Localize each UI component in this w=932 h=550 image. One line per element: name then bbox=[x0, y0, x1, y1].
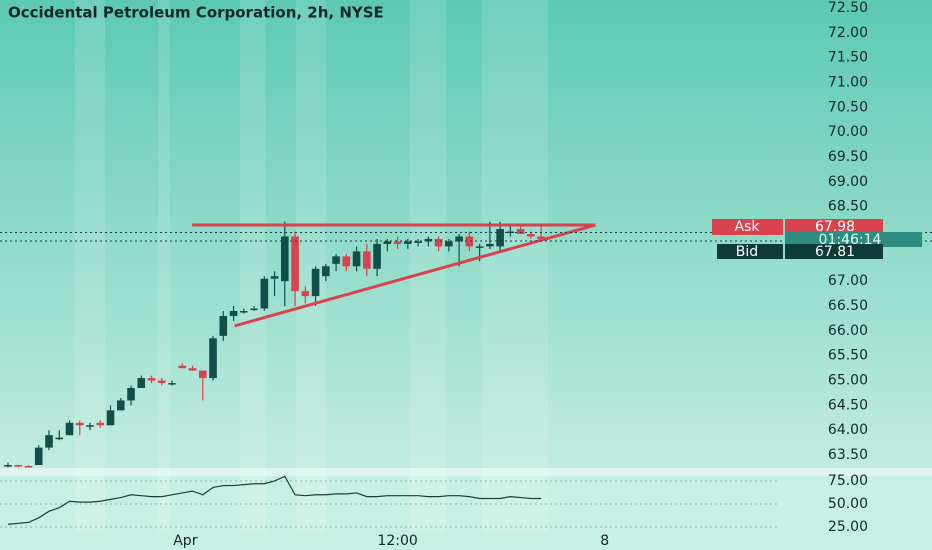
y-tick-label: 64.00 bbox=[828, 422, 868, 438]
y-tick-label: 69.00 bbox=[828, 174, 868, 190]
candle-body bbox=[342, 256, 351, 267]
session-stripe bbox=[410, 0, 446, 532]
bid-price-box bbox=[785, 244, 883, 259]
candle-body bbox=[516, 229, 525, 234]
candle-body bbox=[352, 251, 361, 267]
y-tick-label: 68.50 bbox=[828, 199, 868, 215]
candle-body bbox=[434, 238, 443, 247]
ask-price: 67.98 bbox=[815, 219, 855, 235]
oscillator-line bbox=[7, 475, 542, 525]
oscillator-pane bbox=[0, 468, 932, 550]
y-tick-label: 71.50 bbox=[828, 50, 868, 66]
candle-body bbox=[301, 291, 310, 297]
y-tick-label: 72.00 bbox=[828, 25, 868, 41]
candle-body bbox=[116, 400, 125, 411]
y-tick-label: 75.00 bbox=[828, 473, 868, 489]
y-tick-label: 67.00 bbox=[828, 273, 868, 289]
candle-body bbox=[486, 243, 494, 247]
candle-body bbox=[537, 236, 545, 239]
candle-body bbox=[475, 246, 484, 248]
candle-body bbox=[168, 383, 176, 385]
candle-body bbox=[147, 378, 156, 381]
y-tick-label: 50.00 bbox=[828, 496, 868, 512]
candle-body bbox=[188, 368, 197, 371]
candle-body bbox=[137, 378, 146, 389]
candle-body bbox=[260, 278, 269, 309]
chart-title: Occidental Petroleum Corporation, 2h, NY… bbox=[8, 4, 384, 22]
y-tick-label: 65.50 bbox=[828, 348, 868, 364]
candle-body bbox=[393, 241, 402, 244]
candle-body bbox=[496, 229, 504, 247]
candle-body bbox=[414, 241, 422, 243]
countdown-box bbox=[785, 232, 922, 247]
y-tick-label: 65.00 bbox=[828, 373, 868, 389]
candle-body bbox=[86, 425, 94, 427]
candle-body bbox=[322, 266, 330, 277]
candle-body bbox=[24, 466, 33, 468]
candle-body bbox=[14, 465, 23, 467]
candle-body bbox=[291, 236, 299, 292]
y-tick-label: 66.50 bbox=[828, 298, 868, 314]
candle-body bbox=[363, 251, 371, 269]
candle-body bbox=[96, 422, 105, 426]
candle-body bbox=[445, 241, 453, 247]
y-tick-label: 71.00 bbox=[828, 74, 868, 90]
y-tick-label: 69.50 bbox=[828, 149, 868, 165]
candle-body bbox=[250, 308, 258, 311]
candle-body bbox=[424, 238, 433, 242]
candle-body bbox=[311, 268, 320, 297]
y-tick-label: 64.50 bbox=[828, 397, 868, 413]
candle-body bbox=[75, 422, 84, 426]
candle-body bbox=[178, 365, 187, 369]
candle-body bbox=[281, 236, 289, 282]
session-stripe bbox=[482, 0, 548, 532]
y-tick-label: 25.00 bbox=[828, 519, 868, 535]
candle-body bbox=[527, 234, 535, 237]
y-tick-label: 66.00 bbox=[828, 323, 868, 339]
candle-body bbox=[106, 410, 115, 426]
session-stripe bbox=[75, 0, 105, 532]
y-tick-label: 63.50 bbox=[828, 447, 868, 463]
x-tick-label: 12:00 bbox=[377, 533, 417, 549]
candle-body bbox=[240, 311, 248, 313]
bid-price: 67.81 bbox=[815, 244, 855, 260]
session-stripe bbox=[158, 0, 170, 532]
ask-label-box bbox=[712, 219, 783, 235]
candle-body bbox=[404, 241, 412, 244]
candle-body bbox=[270, 276, 279, 279]
candle-body bbox=[198, 370, 207, 379]
candle-body bbox=[373, 243, 381, 269]
candle-body bbox=[209, 338, 217, 379]
x-tick-label: Apr bbox=[173, 533, 197, 549]
pane-divider bbox=[0, 468, 932, 476]
session-stripe bbox=[240, 0, 266, 532]
y-tick-label: 70.00 bbox=[828, 124, 868, 140]
candle-body bbox=[229, 311, 238, 316]
candle-body bbox=[127, 388, 135, 401]
session-stripe bbox=[296, 0, 326, 532]
ask-label: Ask bbox=[735, 219, 761, 235]
candle-body bbox=[157, 380, 166, 384]
trendline bbox=[234, 223, 596, 328]
candle-body bbox=[55, 437, 64, 440]
ask-price-box bbox=[785, 219, 883, 235]
candle-body bbox=[65, 422, 74, 436]
bid-label-box bbox=[717, 244, 783, 259]
candle-body bbox=[34, 447, 43, 466]
candle-body bbox=[45, 435, 53, 448]
y-tick-label: 72.50 bbox=[828, 0, 868, 16]
x-tick-label: 8 bbox=[600, 533, 609, 549]
candle-body bbox=[455, 236, 463, 242]
candle-body bbox=[219, 315, 228, 336]
candle-body bbox=[4, 465, 12, 467]
candle-body bbox=[465, 236, 474, 247]
candle-body bbox=[383, 241, 392, 244]
y-tick-label: 70.50 bbox=[828, 99, 868, 115]
bid-label: Bid bbox=[736, 244, 758, 260]
candle-body bbox=[332, 256, 340, 264]
